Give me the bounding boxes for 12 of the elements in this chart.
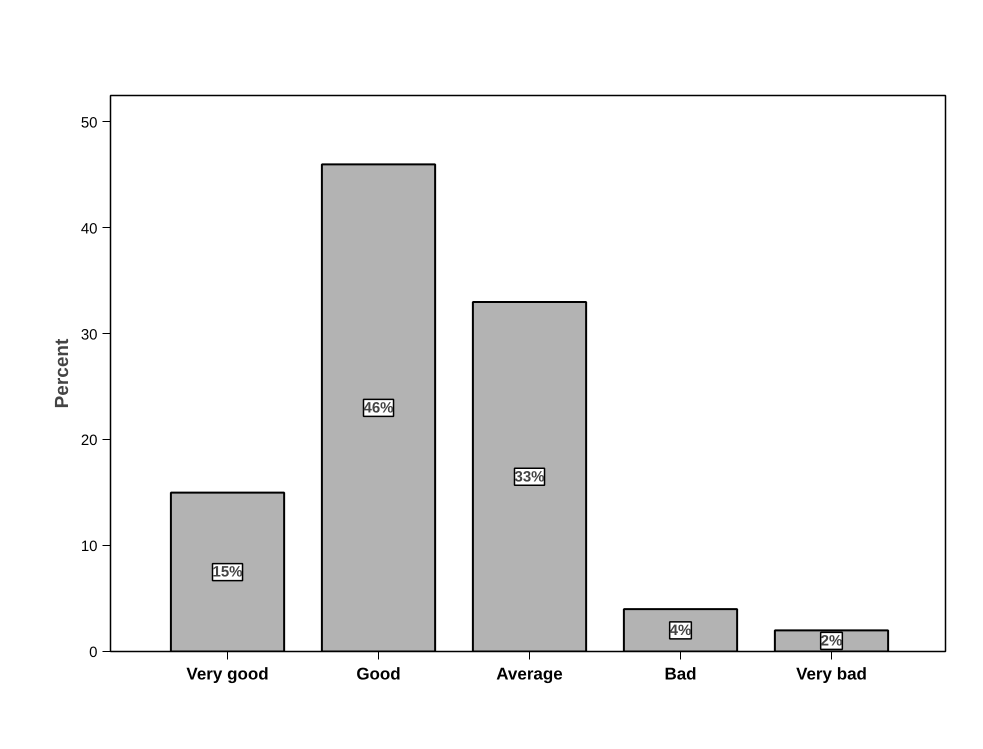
x-tick-label: Good [356,664,401,684]
y-axis-title: Percent [52,338,73,408]
x-tick-label: Very bad [796,664,867,684]
y-tick-label: 50 [80,114,98,132]
x-tick-label: Bad [664,664,697,684]
y-tick-label: 20 [80,432,98,450]
y-tick-label: 0 [89,644,98,661]
y-tick-label: 40 [80,220,98,238]
x-tick-label: Very good [186,664,269,684]
y-tick-label: 10 [80,538,98,556]
x-tick-label: Average [496,664,563,684]
y-tick-label: 30 [80,326,98,344]
